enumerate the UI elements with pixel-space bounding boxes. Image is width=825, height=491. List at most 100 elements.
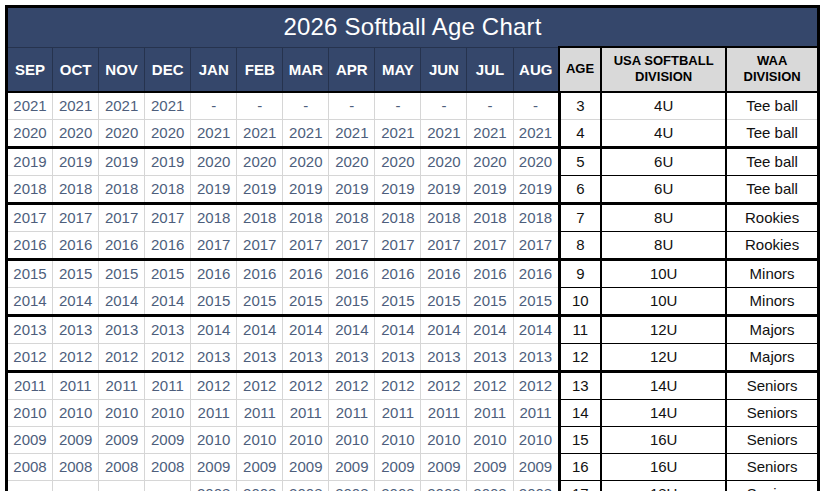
year-cell: 2018 bbox=[329, 203, 375, 231]
title-row: 2026 Softball Age Chart bbox=[7, 7, 819, 48]
age-cell: 3 bbox=[559, 92, 601, 120]
year-cell: 2012 bbox=[513, 371, 559, 399]
year-cell: 2008 bbox=[237, 480, 283, 491]
year-cell: 2013 bbox=[467, 343, 513, 371]
year-cell: - bbox=[237, 92, 283, 120]
year-cell: 2013 bbox=[283, 343, 329, 371]
year-cell: 2020 bbox=[7, 119, 53, 147]
year-cell: 2012 bbox=[53, 343, 99, 371]
year-cell: 2016 bbox=[467, 259, 513, 287]
year-cell: 2011 bbox=[145, 371, 191, 399]
year-cell: 2011 bbox=[329, 399, 375, 426]
year-cell: 2010 bbox=[513, 426, 559, 453]
age-cell: 9 bbox=[559, 259, 601, 287]
month-header: AUG bbox=[513, 47, 559, 92]
year-cell: 2021 bbox=[329, 119, 375, 147]
year-cell: 2011 bbox=[99, 371, 145, 399]
year-cell: - bbox=[145, 480, 191, 491]
age-chart-table: 2026 Softball Age Chart SEPOCTNOVDECJANF… bbox=[5, 5, 820, 491]
year-cell: - bbox=[191, 92, 237, 120]
table-row: 2010201020102010201120112011201120112011… bbox=[7, 399, 819, 426]
year-cell: 2015 bbox=[53, 259, 99, 287]
year-cell: 2019 bbox=[421, 175, 467, 203]
year-cell: 2021 bbox=[99, 92, 145, 120]
year-cell: 2012 bbox=[237, 371, 283, 399]
month-header: MAY bbox=[375, 47, 421, 92]
usa-division-cell: 12U bbox=[601, 343, 726, 371]
year-cell: 2010 bbox=[7, 399, 53, 426]
year-cell: 2016 bbox=[329, 259, 375, 287]
year-cell: - bbox=[467, 92, 513, 120]
table-row: 2020202020202020202120212021202120212021… bbox=[7, 119, 819, 147]
year-cell: 2018 bbox=[375, 203, 421, 231]
year-cell: 2020 bbox=[191, 147, 237, 175]
year-cell: 2018 bbox=[421, 203, 467, 231]
year-cell: 2014 bbox=[375, 315, 421, 343]
table-row: 2018201820182018201920192019201920192019… bbox=[7, 175, 819, 203]
year-cell: 2018 bbox=[7, 175, 53, 203]
year-cell: 2013 bbox=[237, 343, 283, 371]
waa-division-cell: Tee ball bbox=[726, 119, 818, 147]
waa-division-cell: Minors bbox=[726, 259, 818, 287]
month-header: APR bbox=[329, 47, 375, 92]
year-cell: 2009 bbox=[329, 453, 375, 480]
year-cell: 2015 bbox=[329, 287, 375, 315]
year-cell: - bbox=[99, 480, 145, 491]
year-cell: 2014 bbox=[99, 287, 145, 315]
age-cell: 8 bbox=[559, 231, 601, 259]
year-cell: 2015 bbox=[467, 287, 513, 315]
year-cell: 2018 bbox=[191, 203, 237, 231]
year-cell: - bbox=[375, 92, 421, 120]
year-cell: 2009 bbox=[283, 453, 329, 480]
year-cell: 2017 bbox=[329, 231, 375, 259]
year-cell: 2020 bbox=[467, 147, 513, 175]
year-cell: 2015 bbox=[237, 287, 283, 315]
year-cell: 2019 bbox=[7, 147, 53, 175]
waa-division-cell: Seniors bbox=[726, 371, 818, 399]
table-row: 2019201920192019202020202020202020202020… bbox=[7, 147, 819, 175]
year-cell: 2008 bbox=[53, 453, 99, 480]
year-cell: 2013 bbox=[375, 343, 421, 371]
year-cell: 2012 bbox=[467, 371, 513, 399]
year-cell: 2018 bbox=[467, 203, 513, 231]
year-cell: 2010 bbox=[99, 399, 145, 426]
age-cell: 12 bbox=[559, 343, 601, 371]
year-cell: 2008 bbox=[191, 480, 237, 491]
year-cell: 2010 bbox=[375, 426, 421, 453]
year-cell: 2019 bbox=[145, 147, 191, 175]
table-row: 2017201720172017201820182018201820182018… bbox=[7, 203, 819, 231]
year-cell: 2013 bbox=[191, 343, 237, 371]
year-cell: 2013 bbox=[513, 343, 559, 371]
year-cell: 2020 bbox=[283, 147, 329, 175]
year-cell: 2008 bbox=[467, 480, 513, 491]
year-cell: 2020 bbox=[329, 147, 375, 175]
year-cell: 2011 bbox=[53, 371, 99, 399]
age-cell: 7 bbox=[559, 203, 601, 231]
year-cell: 2016 bbox=[99, 231, 145, 259]
year-cell: 2009 bbox=[375, 453, 421, 480]
year-cell: 2015 bbox=[421, 287, 467, 315]
year-cell: 2010 bbox=[467, 426, 513, 453]
year-cell: 2008 bbox=[283, 480, 329, 491]
year-cell: 2010 bbox=[421, 426, 467, 453]
year-cell: 2017 bbox=[513, 231, 559, 259]
age-cell: 13 bbox=[559, 371, 601, 399]
year-cell: 2010 bbox=[329, 426, 375, 453]
year-cell: 2012 bbox=[145, 343, 191, 371]
month-header: JUN bbox=[421, 47, 467, 92]
year-cell: 2012 bbox=[375, 371, 421, 399]
chart-title: 2026 Softball Age Chart bbox=[7, 7, 819, 48]
year-cell: 2016 bbox=[237, 259, 283, 287]
usa-division-cell: 12U bbox=[601, 315, 726, 343]
year-cell: 2013 bbox=[329, 343, 375, 371]
year-cell: 2014 bbox=[237, 315, 283, 343]
year-cell: 2014 bbox=[329, 315, 375, 343]
year-cell: 2014 bbox=[145, 287, 191, 315]
year-cell: 2012 bbox=[283, 371, 329, 399]
age-cell: 15 bbox=[559, 426, 601, 453]
year-cell: 2009 bbox=[7, 426, 53, 453]
page: 2026 Softball Age Chart SEPOCTNOVDECJANF… bbox=[0, 0, 825, 491]
age-cell: 11 bbox=[559, 315, 601, 343]
year-cell: 2017 bbox=[7, 203, 53, 231]
waa-division-header: WAA DIVISION bbox=[726, 47, 818, 92]
